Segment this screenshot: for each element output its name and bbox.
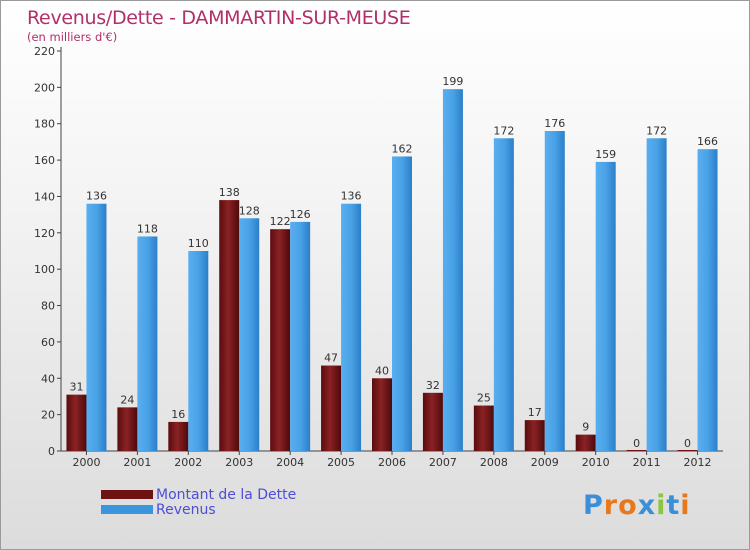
bar-revenus bbox=[646, 138, 667, 452]
y-tick-label: 0 bbox=[48, 445, 55, 458]
value-label-dette: 0 bbox=[633, 437, 640, 450]
value-label-revenus: 136 bbox=[86, 190, 107, 203]
bar-revenus bbox=[188, 251, 209, 451]
y-tick-label: 140 bbox=[34, 190, 55, 203]
x-tick-label: 2000 bbox=[72, 456, 100, 469]
value-label-dette: 0 bbox=[684, 437, 691, 450]
value-label-revenus: 172 bbox=[493, 124, 514, 137]
logo-letter: x bbox=[637, 490, 657, 521]
y-tick-label: 180 bbox=[34, 118, 55, 131]
legend-label-revenus: Revenus bbox=[156, 501, 216, 518]
proxiti-logo: Proxiti bbox=[583, 490, 691, 521]
logo-letter: i bbox=[656, 490, 667, 521]
value-label-dette: 122 bbox=[270, 215, 291, 228]
bar-dette bbox=[626, 450, 647, 451]
bar-revenus bbox=[595, 161, 616, 451]
bar-dette bbox=[168, 421, 189, 451]
x-tick-label: 2001 bbox=[123, 456, 151, 469]
chart-title: Revenus/Dette - DAMMARTIN-SUR-MEUSE bbox=[27, 7, 411, 29]
value-label-revenus: 118 bbox=[137, 222, 158, 235]
bar-dette bbox=[321, 365, 342, 451]
value-label-dette: 24 bbox=[120, 393, 134, 406]
legend-label-dette: Montant de la Dette bbox=[156, 486, 297, 503]
y-tick-label: 120 bbox=[34, 227, 55, 240]
x-tick-label: 2007 bbox=[429, 456, 457, 469]
logo-letter: r bbox=[603, 490, 619, 521]
bar-dette bbox=[66, 394, 87, 451]
bar-dette bbox=[270, 229, 291, 451]
value-label-revenus: 110 bbox=[188, 237, 209, 250]
legend: Montant de la Dette Revenus bbox=[101, 486, 297, 518]
legend-swatch-revenus bbox=[101, 505, 153, 514]
bar-revenus bbox=[86, 203, 107, 451]
value-label-dette: 16 bbox=[171, 408, 185, 421]
y-tick-label: 100 bbox=[34, 263, 55, 276]
bar-revenus bbox=[239, 218, 260, 451]
value-label-revenus: 176 bbox=[544, 117, 565, 130]
x-tick-label: 2006 bbox=[378, 456, 406, 469]
x-tick-label: 2012 bbox=[684, 456, 712, 469]
bar-revenus bbox=[493, 138, 514, 452]
value-label-dette: 9 bbox=[582, 421, 589, 434]
bar-revenus bbox=[392, 156, 412, 452]
logo-letter: i bbox=[680, 490, 691, 521]
bar-dette bbox=[677, 450, 698, 451]
value-label-dette: 17 bbox=[528, 406, 542, 419]
x-tick-label: 2010 bbox=[582, 456, 610, 469]
value-label-dette: 31 bbox=[69, 381, 83, 394]
value-label-revenus: 172 bbox=[646, 124, 667, 137]
value-label-revenus: 128 bbox=[239, 204, 260, 217]
value-label-dette: 32 bbox=[426, 379, 440, 392]
value-label-revenus: 159 bbox=[595, 148, 616, 161]
y-tick-label: 220 bbox=[34, 45, 55, 58]
value-label-dette: 25 bbox=[477, 392, 491, 405]
value-label-revenus: 162 bbox=[392, 142, 413, 155]
bar-revenus bbox=[442, 89, 463, 451]
legend-item-revenus: Revenus bbox=[101, 501, 296, 518]
legend-swatch-dette bbox=[101, 490, 153, 499]
y-tick-label: 20 bbox=[41, 409, 55, 422]
bar-dette bbox=[575, 434, 596, 451]
value-label-revenus: 199 bbox=[442, 75, 463, 88]
chart-subtitle: (en milliers d'€) bbox=[27, 30, 118, 44]
bar-dette bbox=[372, 378, 392, 451]
x-tick-label: 2002 bbox=[174, 456, 202, 469]
y-tick-label: 40 bbox=[41, 372, 55, 385]
bar-dette bbox=[117, 407, 138, 451]
legend-item-dette: Montant de la Dette bbox=[101, 486, 297, 503]
logo-letter: t bbox=[666, 490, 681, 521]
x-tick-label: 2005 bbox=[327, 456, 355, 469]
value-label-dette: 138 bbox=[219, 186, 240, 199]
bar-dette bbox=[422, 392, 443, 451]
value-label-revenus: 166 bbox=[697, 135, 718, 148]
bar-dette bbox=[524, 420, 545, 451]
bar-revenus bbox=[137, 236, 158, 451]
bar-revenus bbox=[341, 203, 362, 451]
logo-letter: P bbox=[583, 490, 604, 521]
value-label-revenus: 136 bbox=[341, 190, 362, 203]
value-label-revenus: 126 bbox=[290, 208, 311, 221]
x-tick-label: 2004 bbox=[276, 456, 304, 469]
bar-revenus bbox=[544, 131, 565, 451]
value-label-dette: 40 bbox=[375, 364, 389, 377]
x-tick-label: 2003 bbox=[225, 456, 253, 469]
logo-letter: o bbox=[618, 490, 638, 521]
bar-dette bbox=[473, 405, 494, 451]
y-tick-label: 80 bbox=[41, 300, 55, 313]
x-tick-label: 2011 bbox=[633, 456, 661, 469]
bar-revenus bbox=[290, 221, 311, 451]
x-tick-label: 2009 bbox=[531, 456, 559, 469]
bar-revenus bbox=[697, 149, 718, 451]
y-tick-label: 160 bbox=[34, 154, 55, 167]
x-tick-label: 2008 bbox=[480, 456, 508, 469]
value-label-dette: 47 bbox=[324, 352, 338, 365]
y-tick-label: 60 bbox=[41, 336, 55, 349]
y-tick-label: 200 bbox=[34, 81, 55, 94]
bar-dette bbox=[219, 200, 240, 451]
